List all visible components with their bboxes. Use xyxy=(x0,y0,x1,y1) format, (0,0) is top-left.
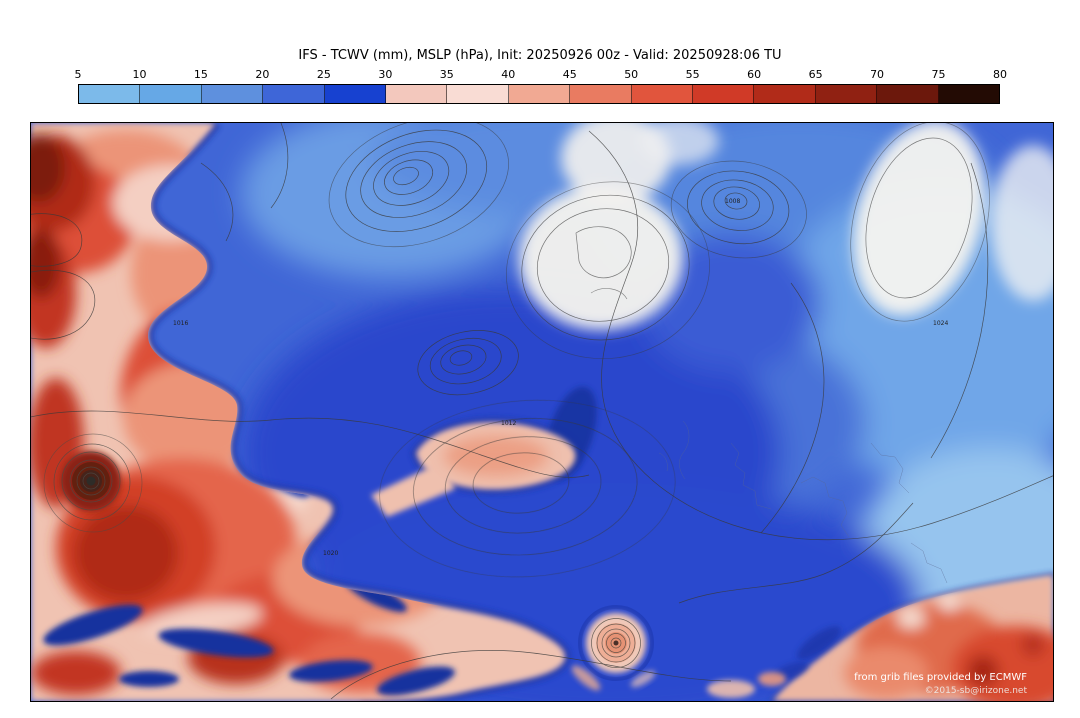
colorbar-segment xyxy=(570,85,632,103)
colorbar-segment xyxy=(447,85,509,103)
colorbar-tick-label: 45 xyxy=(562,68,577,81)
colorbar-tick-label: 5 xyxy=(74,68,82,81)
attribution-copyright: ©2015-sb@irizone.net xyxy=(924,685,1027,696)
weather-map-svg: 1016 1012 1020 1008 1024 xyxy=(31,123,1053,701)
colorbar-segment xyxy=(508,85,571,103)
contour-label: 1012 xyxy=(501,420,516,427)
colorbar-ticks: 5 10 15 20 25 30 35 40 45 50 55 60 65 70 75 80 xyxy=(74,68,1008,82)
contour-labels: 1016 1012 1020 1008 1024 xyxy=(173,198,948,557)
colorbar-tick-label: 65 xyxy=(808,68,823,81)
colorbar-tick-label: 10 xyxy=(132,68,147,81)
colorbar-segment xyxy=(140,85,202,103)
colorbar-segment xyxy=(877,85,939,103)
colorbar-segment xyxy=(79,85,141,103)
colorbar-tick-label: 20 xyxy=(255,68,270,81)
colorbar-segments xyxy=(78,84,1000,104)
africa-warm-region xyxy=(707,572,1053,701)
dry-white-regions xyxy=(519,123,1053,330)
colorbar-segment xyxy=(815,85,878,103)
colorbar-tick-label: 50 xyxy=(624,68,639,81)
country-borders xyxy=(658,420,948,584)
contour-label: 1024 xyxy=(933,320,948,327)
colorbar-tick-label: 25 xyxy=(316,68,331,81)
colorbar-segment xyxy=(263,85,325,103)
contour-label: 1016 xyxy=(173,320,188,327)
contour-label: 1020 xyxy=(323,550,338,557)
colorbar-tick-label: 15 xyxy=(193,68,208,81)
colorbar-segment xyxy=(693,85,755,103)
colorbar-tick-label: 80 xyxy=(993,68,1007,81)
colorbar-segment xyxy=(938,85,1000,103)
contour-label: 1008 xyxy=(725,198,740,205)
map-canvas: 1016 1012 1020 1008 1024 from grib files… xyxy=(30,122,1054,702)
colorbar-tick-label: 75 xyxy=(931,68,946,81)
colorbar-tick-label: 60 xyxy=(747,68,762,81)
attribution: from grib files provided by ECMWF ©2015-… xyxy=(854,671,1027,697)
colorbar-tick-label: 35 xyxy=(439,68,454,81)
mslp-contours xyxy=(31,123,1053,700)
attribution-source: from grib files provided by ECMWF xyxy=(854,672,1027,684)
colorbar-segment xyxy=(386,85,448,103)
map-title: IFS - TCWV (mm), MSLP (hPa), Init: 20250… xyxy=(298,48,782,63)
colorbar-tick-label: 70 xyxy=(870,68,885,81)
colorbar: 5 10 15 20 25 30 35 40 45 50 55 60 65 70 75 80 xyxy=(74,68,1008,104)
colorbar-segment xyxy=(631,85,694,103)
colorbar-segment xyxy=(754,85,816,103)
colorbar-segment xyxy=(324,85,387,103)
colorbar-tick-label: 40 xyxy=(501,68,516,81)
colorbar-tick-label: 30 xyxy=(378,68,393,81)
colorbar-tick-label: 55 xyxy=(685,68,700,81)
colorbar-segment xyxy=(201,85,264,103)
